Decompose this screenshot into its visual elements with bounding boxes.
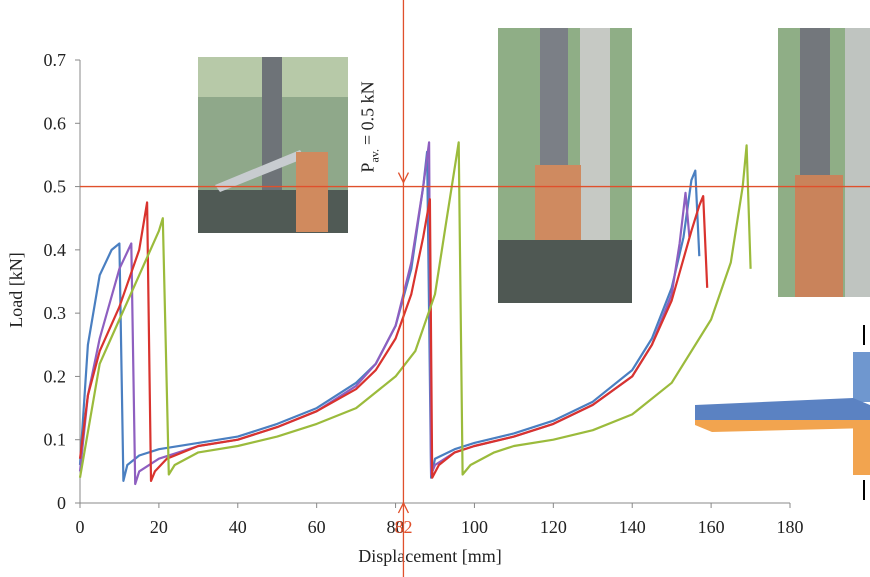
x-tick-label: 160 [698,517,725,537]
x-tick-label: 60 [308,517,326,537]
x-tick-label: 80 [387,517,405,537]
annotation-sub: av. [367,149,381,163]
x-tick-label: 180 [777,517,804,537]
reference-x-label: 82 [394,517,412,537]
x-tick-label: 40 [229,517,247,537]
annotation-main: P [357,163,377,173]
annotation-rest: = 0.5 kN [357,81,377,145]
y-axis-label: Load [kN] [6,252,26,327]
series-line [78,141,752,478]
x-tick-label: 100 [461,517,488,537]
x-tick-label: 140 [619,517,646,537]
photo-3 [778,28,870,297]
y-tick-label: 0.6 [44,113,67,133]
y-tick-label: 0.5 [44,177,67,197]
y-tick-label: 0.2 [44,366,67,386]
arrow-up [397,501,410,514]
arrow-down [397,172,410,185]
photo-2 [498,28,632,303]
y-tick-label: 0.1 [44,430,67,450]
x-axis-label: Displacement [mm] [358,546,501,566]
annotation: Pav. = 0.5 kN [357,81,381,172]
y-tick-label: 0 [57,493,66,513]
specimen-diagram [695,325,870,500]
series-line [78,150,701,482]
y-tick-label: 0.7 [44,50,67,70]
y-tick-label: 0.4 [44,240,67,260]
x-tick-label: 20 [150,517,168,537]
photo-1 [198,57,348,233]
series-line [78,195,709,482]
y-tick-label: 0.3 [44,303,67,323]
x-tick-label: 120 [540,517,567,537]
x-tick-label: 0 [76,517,85,537]
